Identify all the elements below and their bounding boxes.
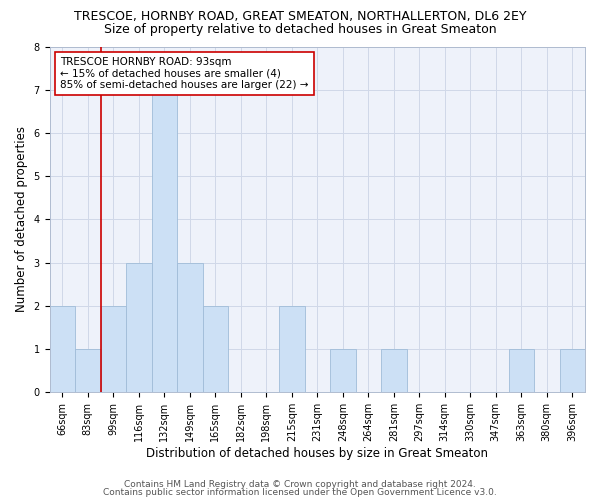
Bar — [126, 262, 152, 392]
Bar — [330, 349, 356, 393]
Bar — [50, 306, 75, 392]
Bar — [177, 262, 203, 392]
Bar — [381, 349, 407, 393]
Text: Size of property relative to detached houses in Great Smeaton: Size of property relative to detached ho… — [104, 22, 496, 36]
Y-axis label: Number of detached properties: Number of detached properties — [15, 126, 28, 312]
Text: TRESCOE, HORNBY ROAD, GREAT SMEATON, NORTHALLERTON, DL6 2EY: TRESCOE, HORNBY ROAD, GREAT SMEATON, NOR… — [74, 10, 526, 23]
Text: Contains HM Land Registry data © Crown copyright and database right 2024.: Contains HM Land Registry data © Crown c… — [124, 480, 476, 489]
Text: TRESCOE HORNBY ROAD: 93sqm
← 15% of detached houses are smaller (4)
85% of semi-: TRESCOE HORNBY ROAD: 93sqm ← 15% of deta… — [60, 57, 309, 90]
Text: Contains public sector information licensed under the Open Government Licence v3: Contains public sector information licen… — [103, 488, 497, 497]
Bar — [560, 349, 585, 393]
Bar — [152, 90, 177, 393]
Bar — [101, 306, 126, 392]
Bar — [509, 349, 534, 393]
Bar — [203, 306, 228, 392]
Bar — [279, 306, 305, 392]
Bar — [75, 349, 101, 393]
X-axis label: Distribution of detached houses by size in Great Smeaton: Distribution of detached houses by size … — [146, 447, 488, 460]
